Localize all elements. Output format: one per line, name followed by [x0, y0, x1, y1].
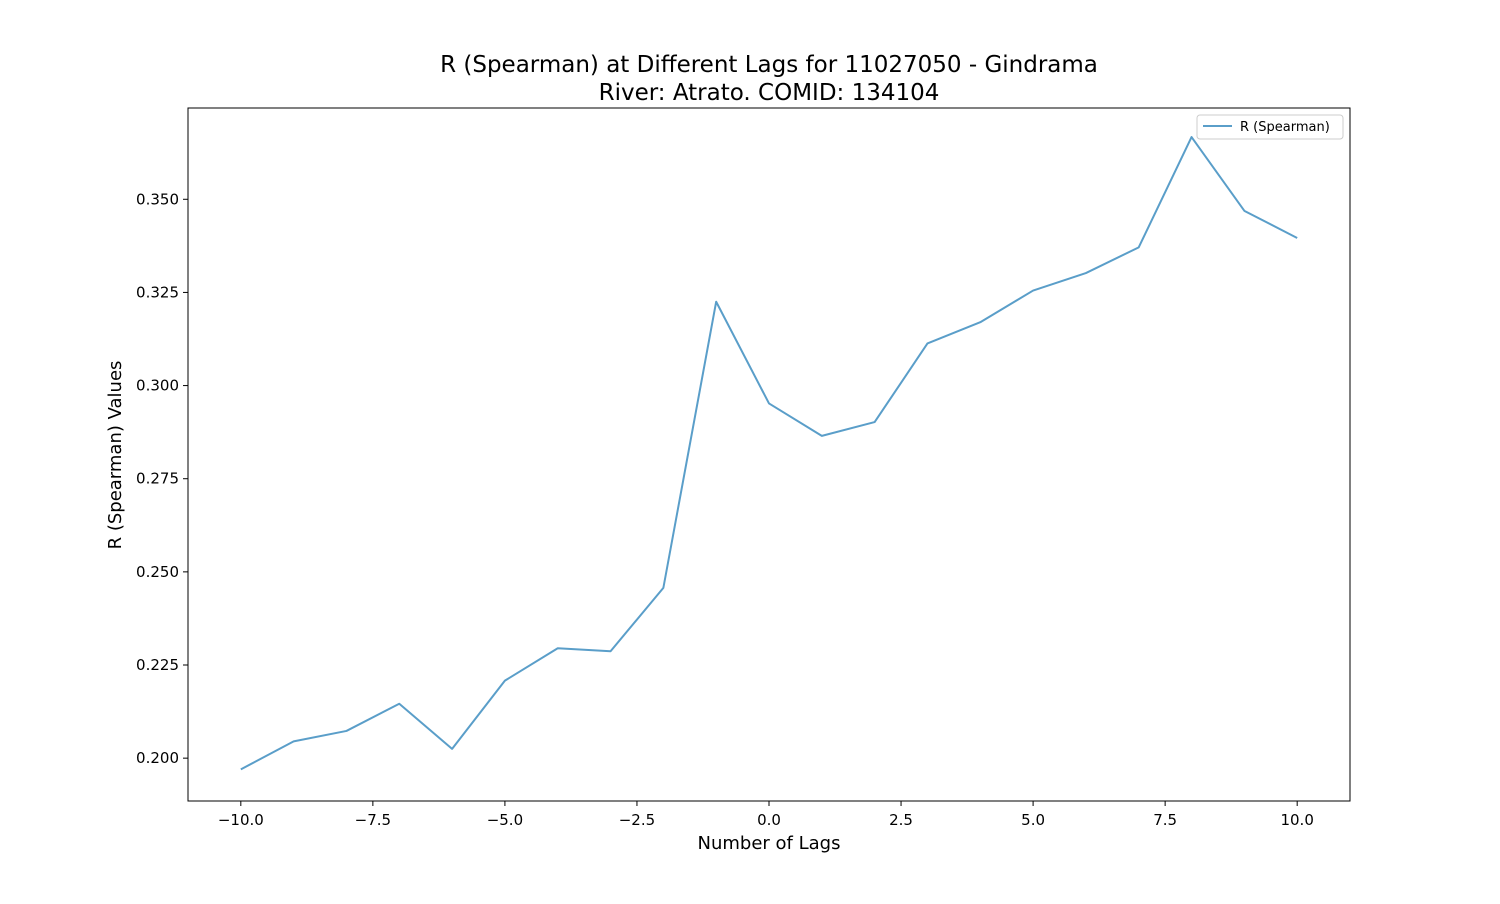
- x-tick-label: 0.0: [757, 811, 781, 829]
- legend-box: [1196, 114, 1344, 140]
- plot-area: −10.0 −7.5 −5.0 −2.5 0.0 2.5 5.0 7.5 10.0 0.200 0.…: [136, 136, 1314, 829]
- x-tick-label: 7.5: [1153, 811, 1177, 829]
- chart-title-line1: R (Spearman) at Different Lags for 11027…: [440, 52, 1098, 78]
- y-tick-label: 0.250: [136, 563, 179, 581]
- y-tick-label: 0.325: [136, 283, 179, 301]
- plot-frame: [187, 107, 1351, 802]
- legend: R (Spearman): [1196, 114, 1344, 140]
- x-tick-label: 5.0: [1021, 811, 1045, 829]
- x-tick-label: −10.0: [218, 811, 264, 829]
- legend-label: R (Spearman): [1240, 120, 1330, 135]
- x-tick-label: −2.5: [619, 811, 655, 829]
- y-axis-label: R (Spearman) Values: [105, 361, 126, 550]
- y-tick-label: 0.300: [136, 377, 179, 395]
- x-axis-label: Number of Lags: [698, 833, 841, 854]
- chart-title-line2: River: Atrato. COMID: 134104: [599, 80, 940, 106]
- y-tick-label: 0.275: [136, 470, 179, 488]
- x-tick-label: −7.5: [355, 811, 391, 829]
- series-line-r-spearman: [240, 136, 1298, 771]
- y-tick-label: 0.200: [136, 749, 179, 767]
- x-tick-label: 2.5: [889, 811, 913, 829]
- y-tick-label: 0.225: [136, 656, 179, 674]
- x-tick-label: 10.0: [1280, 811, 1313, 829]
- x-tick-label: −5.0: [487, 811, 523, 829]
- y-tick-label: 0.350: [136, 190, 179, 208]
